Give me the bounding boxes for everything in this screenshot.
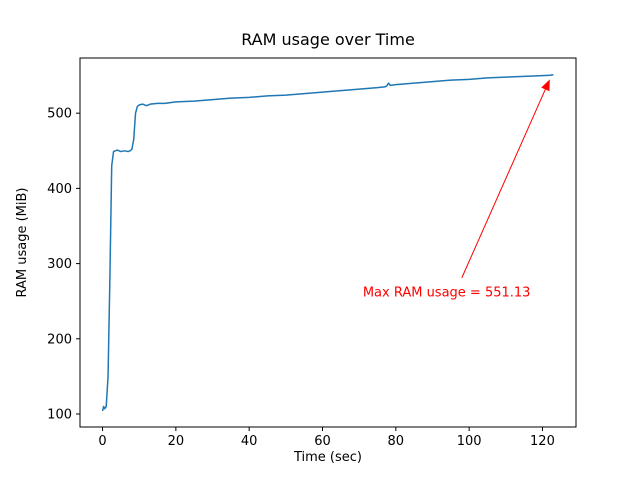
- y-tick-label: 500: [47, 107, 72, 122]
- y-axis-label: RAM usage (MiB): [15, 188, 30, 298]
- y-tick-label: 100: [47, 407, 72, 422]
- data-line: [101, 74, 554, 412]
- y-tick-label: 300: [47, 257, 72, 272]
- x-tick-label: 80: [388, 434, 405, 449]
- x-tick-label: 100: [457, 434, 482, 449]
- x-tick-label: 60: [314, 434, 331, 449]
- x-tick-label: 0: [98, 434, 106, 449]
- y-tick-label: 400: [47, 182, 72, 197]
- x-axis-label: Time (sec): [293, 450, 362, 465]
- x-tick-label: 120: [530, 434, 555, 449]
- annotation-arrow-line: [461, 89, 546, 279]
- chart-title: RAM usage over Time: [241, 30, 415, 49]
- plot-area: [79, 57, 577, 428]
- x-tick-label: 20: [168, 434, 185, 449]
- y-tick-label: 200: [47, 332, 72, 347]
- annotation-text: Max RAM usage = 551.13: [363, 286, 531, 301]
- x-tick-label: 40: [241, 434, 258, 449]
- annotation-arrow-head: [541, 79, 550, 92]
